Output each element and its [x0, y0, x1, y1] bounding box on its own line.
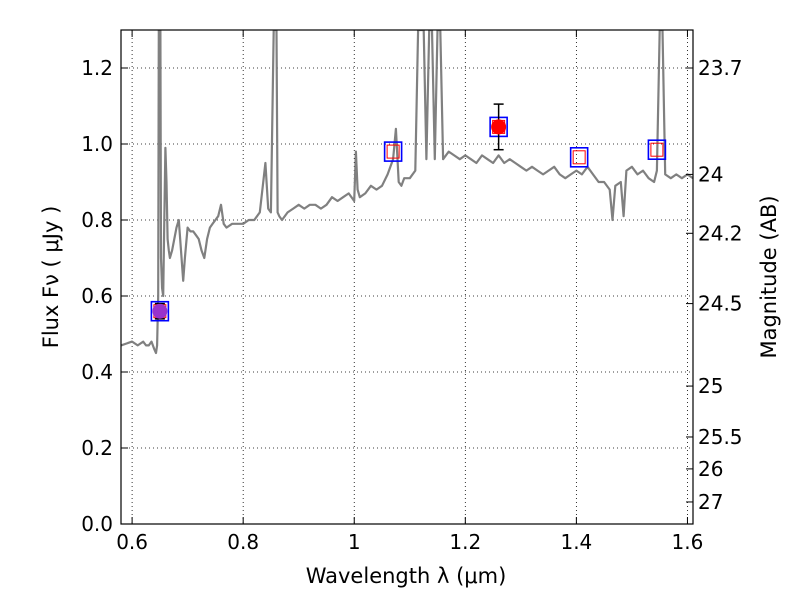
- model-flux-inner-square: [572, 150, 586, 165]
- model-flux-inner-square: [650, 142, 664, 157]
- y-tick-label: 0.4: [81, 360, 113, 384]
- right-tick-label: 25.5: [698, 425, 743, 449]
- x-tick-label: 0.8: [227, 530, 259, 554]
- model-flux-outer-square: [569, 147, 589, 168]
- series-layer: [121, 30, 693, 355]
- model-flux-outer-square: [647, 139, 667, 160]
- right-tick-label: 27: [698, 490, 723, 514]
- right-tick-label: 24.2: [698, 221, 743, 245]
- y-tick-label: 0.2: [81, 436, 113, 460]
- model-flux-outer-square: [383, 141, 403, 162]
- right-tick-label: 26: [698, 457, 723, 481]
- y-axis-label: Flux Fν ( μJy ): [39, 206, 63, 349]
- model-flux-outer-square: [150, 300, 170, 322]
- model-flux-inner-square: [386, 144, 400, 159]
- x-tick-label: 1.4: [560, 530, 592, 554]
- right-tick-label: 25: [698, 374, 723, 398]
- y-tick-label: 1.0: [81, 132, 113, 156]
- y-tick-label: 0.8: [81, 208, 113, 232]
- y-tick-label: 0.0: [81, 512, 113, 536]
- right-tick-label: 24.5: [698, 292, 743, 316]
- plot-frame: [120, 29, 694, 525]
- observed-flux-point: [152, 303, 168, 319]
- x-tick-label: 0.6: [116, 530, 148, 554]
- y-tick-label: 0.6: [81, 284, 113, 308]
- right-axis-label: Magnitude (AB): [757, 195, 781, 358]
- x-tick-label: 1.2: [449, 530, 481, 554]
- grid: [121, 30, 693, 525]
- tick-labels: 0.6 0.8 1 1.2 1.4 1.6 0.0 0.2 0.4 0.6 0.8 1.0 1.2 23.…: [81, 56, 742, 554]
- y-tick-label: 1.2: [81, 56, 113, 80]
- observed-flux-point: [491, 119, 507, 135]
- series-line: [121, 30, 693, 355]
- marker-layer: [150, 103, 667, 322]
- x-tick-label: 1.6: [672, 530, 704, 554]
- right-tick-label: 23.7: [698, 56, 743, 80]
- x-tick-label: 1: [348, 530, 361, 554]
- ticks: [121, 30, 693, 525]
- right-tick-label: 24: [698, 162, 723, 186]
- x-axis-label: Wavelength λ (μm): [306, 564, 507, 588]
